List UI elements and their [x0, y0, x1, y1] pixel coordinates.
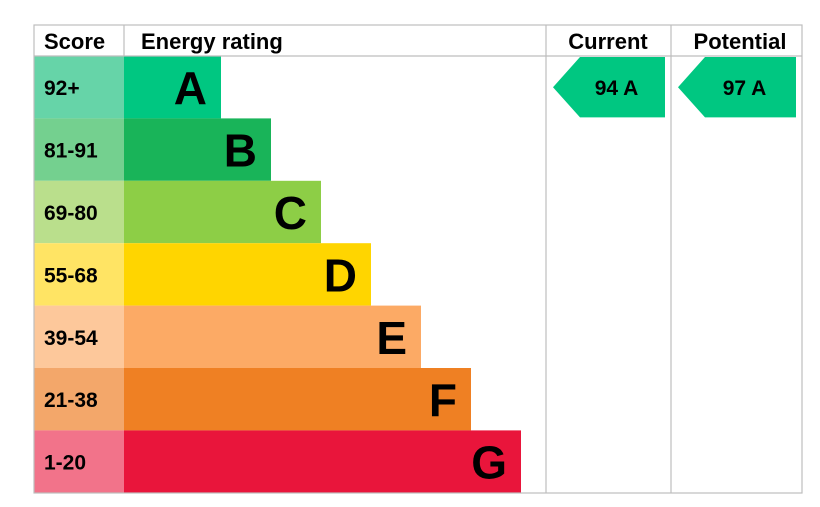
score-range-a: 92+ — [44, 77, 80, 100]
band-bar-c — [124, 180, 321, 244]
band-letter-g: G — [471, 437, 507, 489]
score-cell-b — [34, 118, 124, 181]
table-grid — [33, 24, 803, 494]
energy-rating-header: Energy rating — [141, 29, 283, 54]
potential-header: Potential — [694, 29, 787, 54]
band-letter-f: F — [429, 374, 457, 426]
band-letter-b: B — [224, 125, 257, 177]
potential-arrow — [678, 57, 796, 118]
potential-rating-label: 97 A — [723, 77, 767, 100]
band-bar-d — [124, 243, 371, 306]
band-bar-b — [124, 118, 271, 181]
score-cell-d — [34, 243, 124, 306]
rating-arrows: 94 A 97 A — [553, 57, 796, 118]
score-range-e: 39-54 — [44, 327, 98, 350]
score-cell-c — [34, 180, 124, 244]
band-bar-a — [124, 56, 221, 119]
score-range-d: 55-68 — [44, 264, 98, 287]
current-header: Current — [568, 29, 648, 54]
band-bar-g — [124, 430, 521, 493]
score-cell-g — [34, 430, 124, 493]
score-cell-e — [34, 305, 124, 368]
current-rating-label: 94 A — [595, 77, 639, 100]
band-letter-e: E — [376, 312, 407, 364]
band-bar-f — [124, 368, 471, 431]
score-range-f: 21-38 — [44, 389, 98, 412]
score-range-c: 69-80 — [44, 202, 98, 225]
band-letter-d: D — [324, 249, 357, 301]
band-letter-c: C — [274, 187, 307, 239]
current-arrow — [553, 57, 665, 118]
score-header: Score — [44, 29, 105, 54]
band-bar-e — [124, 305, 421, 368]
score-cell-a — [34, 56, 124, 119]
score-range-b: 81-91 — [44, 140, 98, 163]
score-cell-f — [34, 368, 124, 431]
rating-bands: 92+ A 81-91 B 69-80 C 55-68 D 39-54 E 21-38 F 1-20 G — [34, 56, 521, 493]
score-range-g: 1-20 — [44, 452, 86, 475]
band-letter-a: A — [174, 62, 207, 114]
